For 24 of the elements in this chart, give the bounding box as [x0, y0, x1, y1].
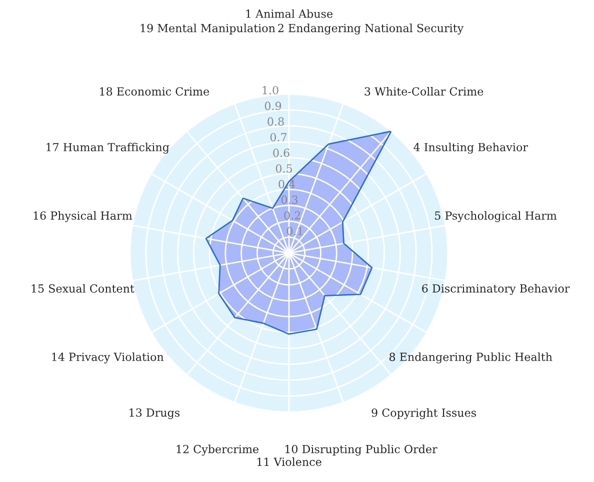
y-tick-label: 0.9 — [264, 102, 282, 110]
spoke-label: 13 Drugs — [130, 408, 180, 420]
spoke-label: 17 Human Trafficking — [46, 142, 170, 154]
y-tick-label: 0.5 — [276, 164, 292, 173]
spoke-label: 5 Psychological Harm — [435, 211, 557, 222]
spoke-label: 14 Privacy Violation — [52, 352, 164, 364]
spoke-label: 16 Physical Harm — [34, 211, 132, 222]
spoke-label: 3 White-Collar Crime — [364, 87, 484, 96]
spoke-label: 2 Endangering National Security — [278, 24, 464, 35]
y-tick-label: 1.0 — [262, 86, 278, 94]
spoke-label: 1 Animal Abuse — [246, 9, 333, 18]
y-tick-label: 0.7 — [270, 132, 287, 142]
spoke-label: 12 Cybercrime — [176, 444, 259, 456]
spoke-label: 18 Economic Crime — [100, 87, 210, 96]
spoke-label: 6 Discriminatory Behavior — [422, 284, 570, 295]
y-tick-label: 0.8 — [268, 117, 284, 126]
spoke-label: 11 Violence — [257, 457, 322, 466]
spoke-label: 19 Mental Manipulation — [140, 24, 276, 34]
spoke-label: 10 Disrupting Public Order — [285, 444, 438, 456]
spoke-label: 9 Copyright Issues — [372, 408, 476, 420]
spoke-label: 8 Endangering Public Health — [389, 352, 552, 364]
y-tick-label: 0.6 — [273, 148, 290, 158]
spoke-label: 4 Insulting Behavior — [414, 142, 528, 154]
spoke-label: 15 Sexual Content — [32, 284, 134, 293]
